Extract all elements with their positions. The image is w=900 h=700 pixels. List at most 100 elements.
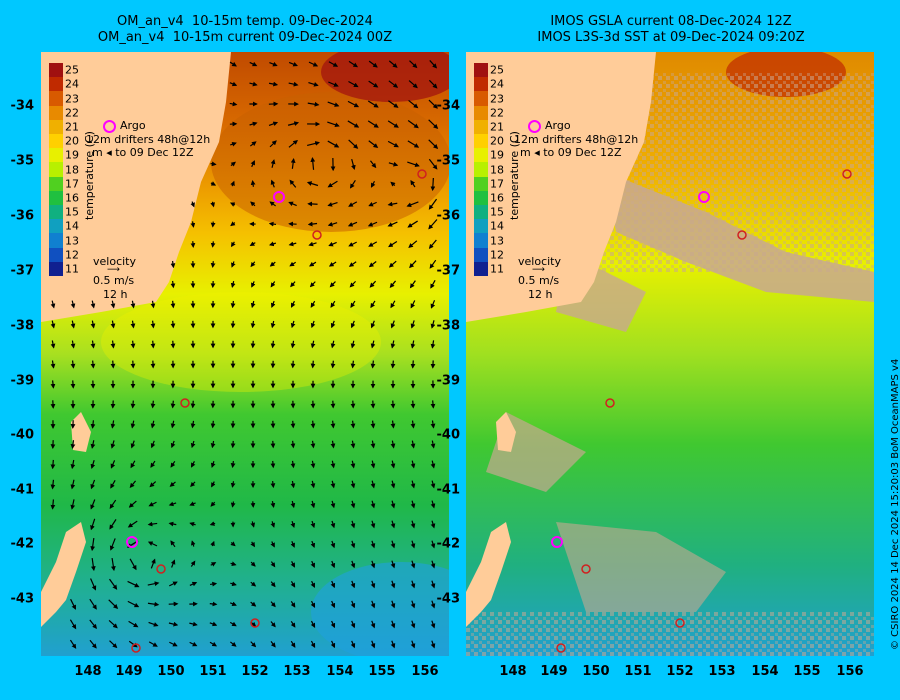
current-vector-arrow bbox=[310, 440, 316, 449]
colorbar-tick-label: 23 bbox=[490, 92, 504, 105]
current-vector-arrow bbox=[109, 640, 118, 649]
current-vector-arrow bbox=[270, 300, 276, 308]
current-vector-arrow bbox=[290, 340, 296, 349]
current-vector-arrow bbox=[390, 300, 396, 309]
current-vector-arrow bbox=[290, 520, 296, 529]
current-vector-arrow bbox=[390, 620, 396, 629]
current-vector-arrow bbox=[367, 100, 379, 108]
current-vector-arrow bbox=[409, 280, 416, 289]
current-vector-arrow bbox=[428, 239, 437, 249]
current-vector-arrow bbox=[350, 540, 356, 549]
left-longitude-axis: 148 149 150 151 152 153 154 155 156 bbox=[41, 664, 449, 684]
current-vector-arrow bbox=[310, 560, 316, 568]
colorbar-tick-label: 12 bbox=[490, 248, 504, 262]
drifter-marker bbox=[250, 618, 260, 628]
current-vector-arrow bbox=[209, 621, 218, 627]
current-vector-arrow bbox=[190, 540, 196, 547]
current-vector-arrow bbox=[69, 639, 77, 649]
current-vector-arrow bbox=[189, 581, 198, 587]
current-vector-arrow bbox=[50, 459, 56, 470]
current-vector-arrow bbox=[408, 240, 418, 248]
current-vector-arrow bbox=[108, 599, 119, 610]
current-vector-arrow bbox=[150, 320, 156, 329]
current-vector-arrow bbox=[70, 320, 76, 329]
current-vector-arrow bbox=[170, 400, 176, 409]
current-vector-arrow bbox=[230, 180, 235, 187]
longitude-tick-label: 149 bbox=[115, 664, 143, 679]
latitude-tick-label: -41 bbox=[10, 482, 35, 498]
current-vector-arrow bbox=[370, 520, 376, 529]
colorbar-segment bbox=[474, 176, 488, 192]
current-vector-arrow bbox=[170, 540, 176, 548]
current-vector-arrow bbox=[330, 340, 336, 349]
current-vector-arrow bbox=[390, 181, 396, 187]
latitude-tick-label: -37 bbox=[10, 263, 35, 279]
argo-float-marker bbox=[273, 191, 285, 203]
current-vector-arrow bbox=[108, 619, 118, 629]
current-vector-arrow bbox=[70, 479, 76, 490]
current-vector-arrow bbox=[230, 561, 237, 566]
current-vector-arrow bbox=[89, 619, 97, 630]
current-vector-arrow bbox=[190, 560, 196, 567]
current-vector-arrow bbox=[210, 562, 217, 567]
current-vector-arrow bbox=[210, 201, 215, 208]
current-vector-arrow bbox=[350, 560, 356, 569]
current-vector-arrow bbox=[410, 180, 416, 188]
current-vector-arrow bbox=[269, 261, 276, 267]
current-vector-arrow bbox=[409, 60, 418, 69]
current-vector-arrow bbox=[150, 558, 156, 569]
current-vector-arrow bbox=[130, 460, 136, 469]
current-vector-arrow bbox=[169, 481, 176, 487]
drifter-marker bbox=[131, 643, 141, 653]
current-vector-arrow bbox=[290, 281, 296, 288]
current-vector-arrow bbox=[310, 320, 316, 329]
colorbar-tick-label: 16 bbox=[65, 191, 79, 205]
current-vector-arrow bbox=[328, 61, 339, 67]
current-vector-arrow bbox=[368, 241, 378, 247]
current-vector-arrow bbox=[388, 60, 398, 68]
current-vector-arrow bbox=[328, 81, 339, 87]
current-vector-arrow bbox=[430, 580, 436, 589]
current-vector-arrow bbox=[270, 179, 276, 188]
current-vector-arrow bbox=[306, 181, 319, 187]
current-vector-arrow bbox=[390, 480, 396, 489]
current-vector-arrow bbox=[209, 521, 216, 526]
current-vector-arrow bbox=[330, 420, 336, 429]
current-vector-arrow bbox=[327, 221, 338, 227]
current-vector-arrow bbox=[347, 100, 360, 108]
current-vector-arrow bbox=[190, 440, 196, 449]
current-vector-arrow bbox=[269, 201, 276, 207]
drifter-marker bbox=[842, 169, 852, 179]
current-vector-arrow bbox=[270, 521, 276, 528]
current-vector-arrow bbox=[290, 320, 296, 329]
current-vector-arrow bbox=[410, 480, 416, 489]
current-vector-arrow bbox=[130, 440, 136, 449]
right-drifter-legend: 12m drifters 48h@12h bbox=[514, 133, 638, 146]
colorbar-segment bbox=[49, 219, 63, 234]
current-vector-arrow bbox=[350, 500, 356, 509]
longitude-tick-label: 148 bbox=[499, 664, 527, 679]
current-vector-arrow bbox=[428, 119, 439, 129]
current-vector-arrow bbox=[290, 420, 296, 429]
current-vector-arrow bbox=[349, 180, 356, 189]
current-vector-arrow bbox=[110, 340, 116, 349]
current-vector-arrow bbox=[250, 160, 255, 168]
colorbar-tick-label: 21 bbox=[65, 120, 79, 134]
current-vector-arrow bbox=[148, 501, 157, 507]
current-vector-arrow bbox=[370, 620, 376, 629]
current-vector-arrow bbox=[410, 600, 416, 609]
right-title-line2: IMOS L3S-3d SST at 09-Dec-2024 09:20Z bbox=[537, 30, 805, 45]
current-vector-arrow bbox=[209, 641, 218, 647]
current-vector-arrow bbox=[189, 521, 196, 527]
current-vector-arrow bbox=[270, 561, 276, 568]
colorbar-tick-label: 12 bbox=[65, 248, 79, 262]
current-vector-arrow bbox=[327, 101, 340, 107]
current-vector-arrow bbox=[410, 540, 416, 549]
latitude-tick-label: -40 bbox=[10, 427, 35, 443]
current-vector-arrow bbox=[249, 61, 258, 67]
longitude-tick-label: 152 bbox=[666, 664, 694, 679]
drifter-marker bbox=[417, 169, 427, 179]
current-vector-arrow bbox=[370, 340, 376, 349]
current-vector-arrow bbox=[189, 641, 198, 647]
current-vector-arrow bbox=[229, 81, 238, 87]
